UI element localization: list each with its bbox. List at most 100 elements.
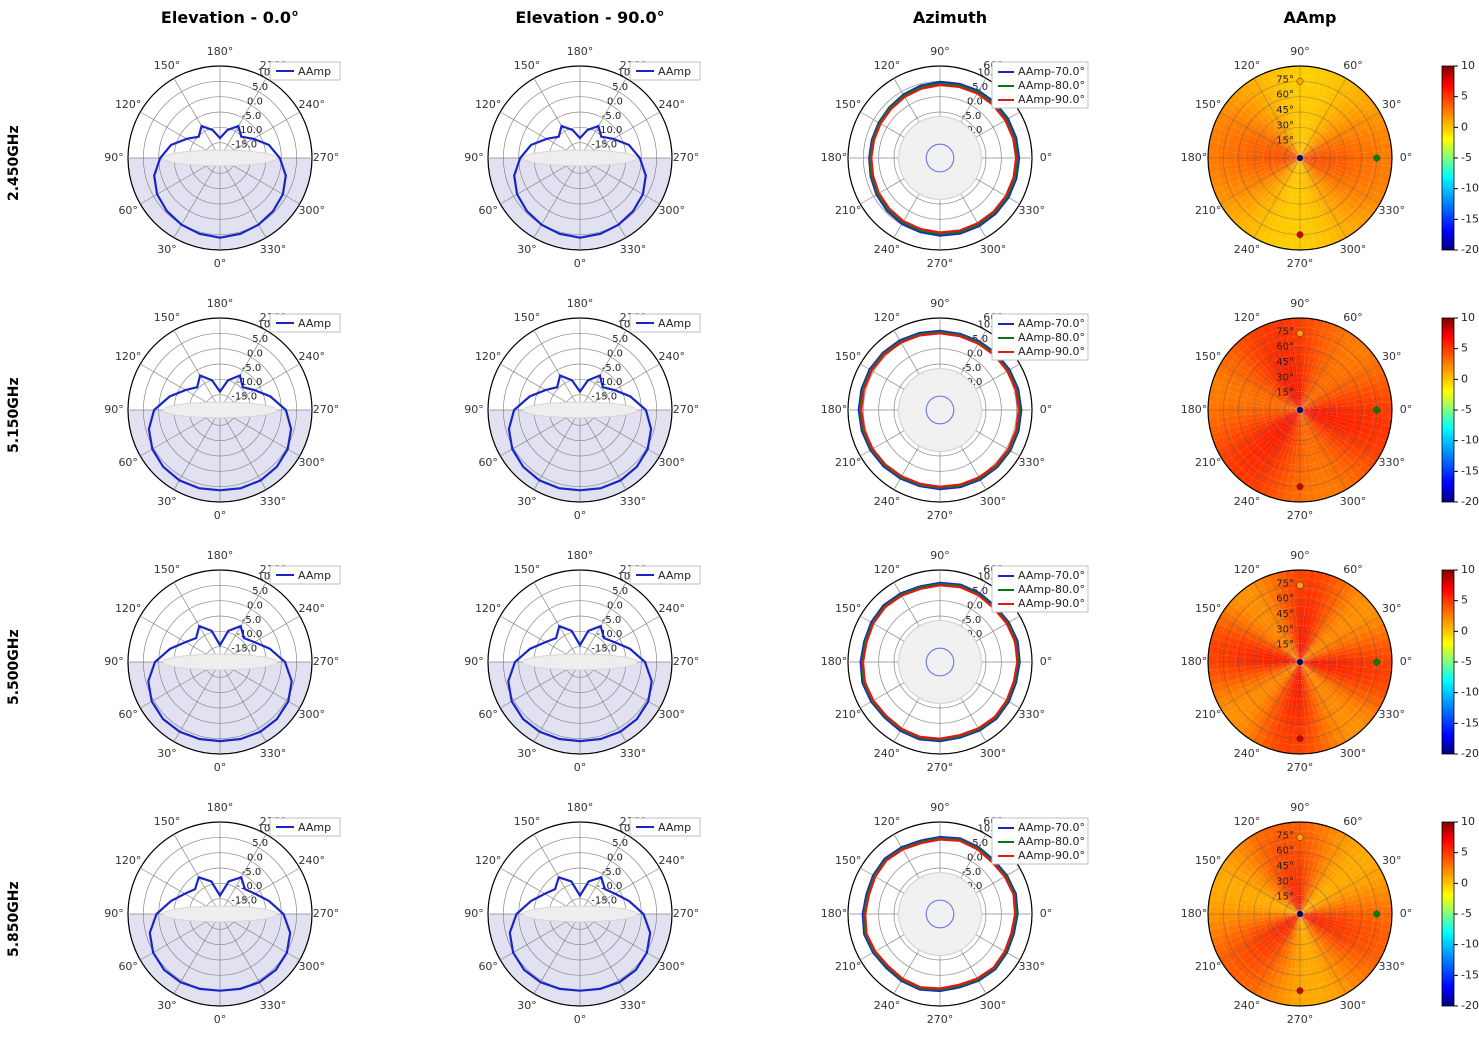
svg-text:-5.0: -5.0 xyxy=(602,111,622,122)
svg-text:-15.0: -15.0 xyxy=(591,392,617,403)
svg-text:120°: 120° xyxy=(1234,59,1261,72)
svg-text:180°: 180° xyxy=(1181,907,1208,920)
svg-text:150°: 150° xyxy=(835,350,862,363)
svg-text:5.0: 5.0 xyxy=(252,82,268,93)
svg-text:-10: -10 xyxy=(1461,434,1479,447)
svg-text:-10: -10 xyxy=(1461,182,1479,195)
cell-r3-c3: 15°30°45°60°75°0°30°60°90°120°150°180°21… xyxy=(1130,794,1479,1044)
svg-text:270°: 270° xyxy=(927,509,954,522)
svg-text:60°: 60° xyxy=(1276,594,1294,605)
svg-text:210°: 210° xyxy=(1195,708,1222,721)
svg-text:0°: 0° xyxy=(214,761,227,774)
svg-text:210°: 210° xyxy=(835,960,862,973)
svg-text:0.0: 0.0 xyxy=(607,600,623,611)
svg-text:0.0: 0.0 xyxy=(607,852,623,863)
svg-text:0°: 0° xyxy=(1040,151,1053,164)
svg-text:0°: 0° xyxy=(574,761,587,774)
svg-text:180°: 180° xyxy=(821,151,848,164)
svg-text:300°: 300° xyxy=(1340,999,1367,1012)
svg-text:0.0: 0.0 xyxy=(607,348,623,359)
svg-text:270°: 270° xyxy=(673,907,700,920)
svg-text:60°: 60° xyxy=(1276,342,1294,353)
svg-text:-5: -5 xyxy=(1461,655,1472,668)
svg-text:120°: 120° xyxy=(475,602,502,615)
svg-text:210°: 210° xyxy=(1195,960,1222,973)
cell-r1-c0: 0°30°60°90°120°150°180°210°240°270°300°3… xyxy=(50,290,410,540)
svg-text:0°: 0° xyxy=(1040,403,1053,416)
svg-text:AAmp-70.0°: AAmp-70.0° xyxy=(1018,65,1085,78)
svg-text:150°: 150° xyxy=(1195,350,1222,363)
svg-text:-15: -15 xyxy=(1461,968,1479,981)
svg-text:180°: 180° xyxy=(821,403,848,416)
cell-r2-c2: 0°30°60°90°120°150°180°210°240°270°300°3… xyxy=(770,542,1130,792)
svg-text:120°: 120° xyxy=(475,854,502,867)
svg-text:15°: 15° xyxy=(1276,892,1294,903)
svg-text:0.0: 0.0 xyxy=(247,96,263,107)
svg-text:330°: 330° xyxy=(1019,204,1046,217)
svg-text:0.0: 0.0 xyxy=(967,600,983,611)
svg-text:-5.0: -5.0 xyxy=(242,363,262,374)
svg-text:330°: 330° xyxy=(1019,708,1046,721)
svg-text:270°: 270° xyxy=(1287,1013,1314,1026)
svg-text:15°: 15° xyxy=(1276,136,1294,147)
svg-text:-15.0: -15.0 xyxy=(231,644,257,655)
svg-text:120°: 120° xyxy=(475,350,502,363)
svg-text:180°: 180° xyxy=(567,801,594,814)
svg-text:90°: 90° xyxy=(104,151,124,164)
svg-text:150°: 150° xyxy=(154,563,181,576)
col-title-2: Azimuth xyxy=(770,8,1130,27)
svg-text:-15.0: -15.0 xyxy=(231,896,257,907)
svg-text:-10: -10 xyxy=(1461,686,1479,699)
svg-text:0.0: 0.0 xyxy=(967,96,983,107)
svg-text:240°: 240° xyxy=(299,350,326,363)
cell-r0-c3: 15°30°45°60°75°0°30°60°90°120°150°180°21… xyxy=(1130,38,1479,288)
svg-text:240°: 240° xyxy=(659,854,686,867)
svg-text:150°: 150° xyxy=(835,854,862,867)
svg-text:30°: 30° xyxy=(517,999,537,1012)
svg-text:-15.0: -15.0 xyxy=(591,896,617,907)
svg-text:0: 0 xyxy=(1461,372,1468,385)
svg-text:5: 5 xyxy=(1461,90,1468,103)
svg-text:300°: 300° xyxy=(980,747,1007,760)
svg-text:-10.0: -10.0 xyxy=(236,629,262,640)
svg-text:240°: 240° xyxy=(659,602,686,615)
svg-text:30°: 30° xyxy=(157,747,177,760)
cell-r3-c1: 0°30°60°90°120°150°180°210°240°270°300°3… xyxy=(410,794,770,1044)
svg-text:150°: 150° xyxy=(1195,602,1222,615)
svg-text:75°: 75° xyxy=(1276,830,1294,841)
svg-text:15°: 15° xyxy=(1276,640,1294,651)
svg-text:270°: 270° xyxy=(927,257,954,270)
svg-text:240°: 240° xyxy=(1234,495,1261,508)
svg-text:120°: 120° xyxy=(1234,563,1261,576)
svg-text:120°: 120° xyxy=(874,59,901,72)
svg-text:150°: 150° xyxy=(154,815,181,828)
svg-text:0: 0 xyxy=(1461,624,1468,637)
svg-text:-15: -15 xyxy=(1461,716,1479,729)
svg-text:330°: 330° xyxy=(620,495,647,508)
svg-text:180°: 180° xyxy=(207,801,234,814)
svg-text:300°: 300° xyxy=(1340,243,1367,256)
svg-text:-15: -15 xyxy=(1461,212,1479,225)
svg-text:10: 10 xyxy=(1461,563,1475,576)
svg-text:-5.0: -5.0 xyxy=(962,867,982,878)
svg-text:240°: 240° xyxy=(659,350,686,363)
svg-text:45°: 45° xyxy=(1276,609,1294,620)
svg-text:150°: 150° xyxy=(1195,98,1222,111)
svg-text:0°: 0° xyxy=(1400,151,1413,164)
svg-text:330°: 330° xyxy=(1379,960,1406,973)
svg-text:0°: 0° xyxy=(214,257,227,270)
svg-text:180°: 180° xyxy=(567,549,594,562)
svg-text:270°: 270° xyxy=(1287,509,1314,522)
svg-text:30°: 30° xyxy=(517,747,537,760)
svg-text:210°: 210° xyxy=(835,204,862,217)
svg-text:180°: 180° xyxy=(821,655,848,668)
svg-text:330°: 330° xyxy=(620,747,647,760)
svg-text:150°: 150° xyxy=(514,563,541,576)
svg-text:330°: 330° xyxy=(620,243,647,256)
svg-text:300°: 300° xyxy=(659,960,686,973)
svg-text:300°: 300° xyxy=(299,960,326,973)
svg-text:10: 10 xyxy=(1461,311,1475,324)
svg-text:270°: 270° xyxy=(673,151,700,164)
svg-text:270°: 270° xyxy=(673,655,700,668)
svg-text:AAmp-90.0°: AAmp-90.0° xyxy=(1018,345,1085,358)
